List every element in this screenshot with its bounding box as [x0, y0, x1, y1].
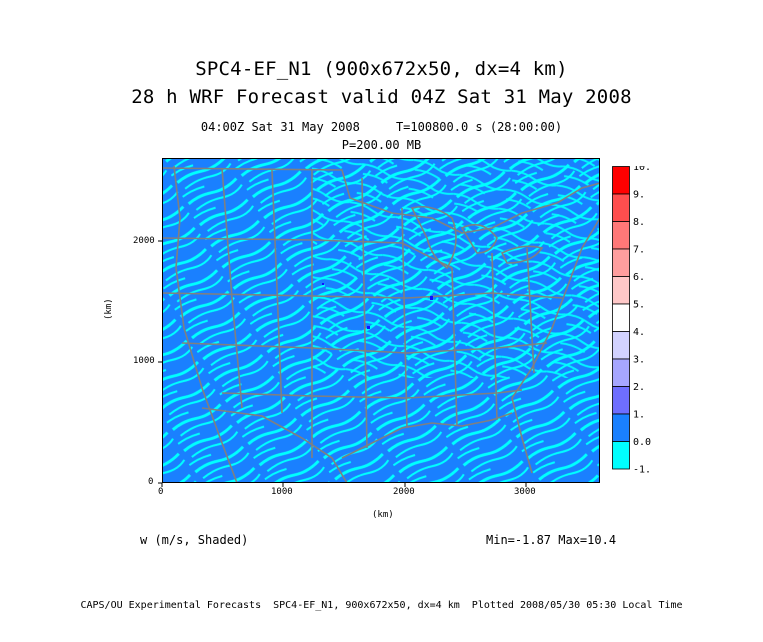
colorbar-label: 3. [633, 355, 645, 366]
colorbar-label: 7. [633, 245, 645, 256]
x-tick-1000: 1000 [271, 487, 293, 497]
plot-title-line1: SPC4-EF_N1 (900x672x50, dx=4 km) [195, 58, 568, 80]
colorbar-swatch [612, 441, 630, 470]
colorbar-label: 4. [633, 327, 645, 338]
min-max-label: Min=-1.87 Max=10.4 [486, 533, 617, 547]
colorbar-swatch [612, 331, 630, 360]
colorbar-swatch [612, 358, 630, 387]
valid-time-subtitle: 04:00Z Sat 31 May 2008 T=100800.0 s (28:… [200, 120, 563, 134]
colorbar-swatch [612, 193, 630, 222]
colorbar-swatch [612, 276, 630, 305]
x-axis-label: (km) [372, 510, 394, 520]
colorbar-label: 6. [633, 272, 645, 283]
colorbar-swatch [612, 386, 630, 415]
colorbar-label: 0.0 [633, 437, 651, 448]
pressure-level-subtitle: P=200.00 MB [341, 138, 422, 152]
y-tick-2000: 2000 [133, 236, 155, 246]
colorbar-swatch [612, 248, 630, 277]
forecast-map [162, 158, 600, 483]
y-tick-0: 0 [148, 477, 154, 487]
colorbar-label: 2. [633, 382, 645, 393]
x-tick-0: 0 [158, 487, 164, 497]
colorbar-label: 9. [633, 190, 645, 201]
field-label: w (m/s, Shaded) [140, 533, 249, 547]
colorbar-label: -1. [633, 465, 651, 476]
x-tick-2000: 2000 [393, 487, 415, 497]
colorbar: 10. 9. 8. 7. 6. 5. 4. 3. 2. 1. 0.0 -1. [612, 166, 651, 476]
footer-credit: CAPS/OU Experimental Forecasts SPC4-EF_N… [80, 600, 683, 611]
colorbar-label: 10. [633, 166, 651, 173]
colorbar-swatch [612, 221, 630, 250]
colorbar-swatch [612, 413, 630, 442]
colorbar-swatch [612, 303, 630, 332]
updraft-spots [322, 283, 433, 329]
colorbar-label: 8. [633, 217, 645, 228]
colorbar-swatch [612, 166, 630, 195]
geographic-boundaries [162, 165, 600, 483]
vertical-velocity-field-swirl [312, 158, 600, 378]
map-frame [162, 158, 600, 483]
colorbar-label: 1. [633, 410, 645, 421]
colorbar-label: 5. [633, 300, 645, 311]
x-tick-3000: 3000 [514, 487, 536, 497]
y-tick-1000: 1000 [133, 356, 155, 366]
plot-title-line2: 28 h WRF Forecast valid 04Z Sat 31 May 2… [131, 86, 632, 108]
